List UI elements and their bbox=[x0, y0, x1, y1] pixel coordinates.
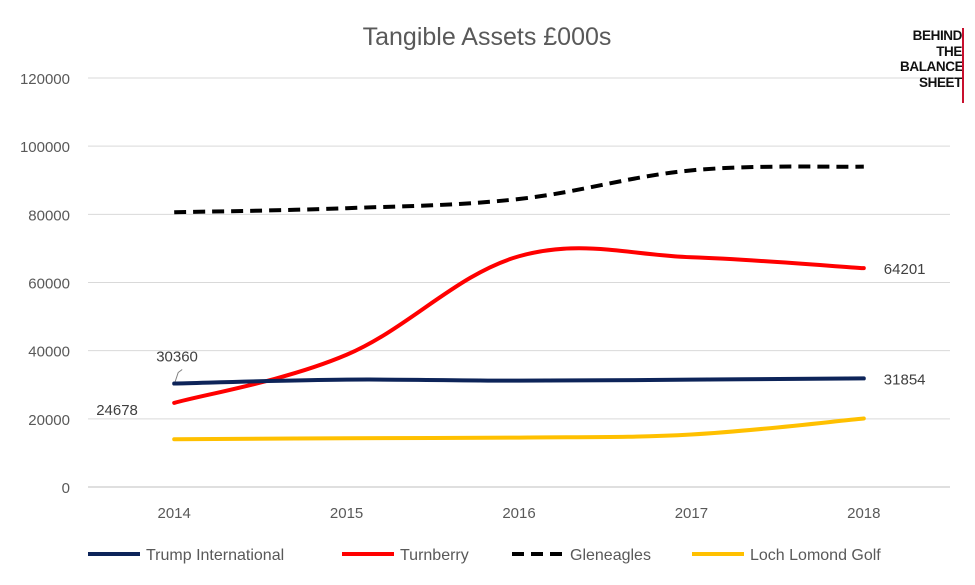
legend-label: Turnberry bbox=[400, 547, 469, 564]
data-label: 64201 bbox=[884, 261, 926, 278]
x-tick-label: 2017 bbox=[675, 505, 708, 522]
series-line-trump-international bbox=[172, 376, 866, 386]
behind-the-balance-sheet-logo: BEHIND THE BALANCE SHEET bbox=[900, 28, 966, 104]
data-label-leader-line bbox=[174, 369, 183, 382]
data-label: 24678 bbox=[96, 402, 138, 419]
data-label: 31854 bbox=[884, 371, 926, 388]
y-tick-label: 120000 bbox=[20, 71, 70, 88]
y-tick-label: 40000 bbox=[28, 344, 70, 361]
x-tick-label: 2016 bbox=[502, 505, 535, 522]
legend-label: Loch Lomond Golf bbox=[750, 547, 881, 564]
y-tick-label: 60000 bbox=[28, 276, 70, 293]
series-line-loch-lomond-golf bbox=[172, 416, 866, 442]
y-tick-label: 100000 bbox=[20, 139, 70, 156]
y-tick-label: 80000 bbox=[28, 207, 70, 224]
series-line-turnberry bbox=[172, 246, 866, 405]
y-tick-label: 0 bbox=[62, 480, 70, 497]
series-line-gleneagles bbox=[174, 164, 864, 215]
x-tick-label: 2014 bbox=[158, 505, 191, 522]
x-tick-label: 2018 bbox=[847, 505, 880, 522]
logo-accent-bar bbox=[962, 28, 964, 103]
logo-line: THE bbox=[936, 43, 962, 59]
x-tick-label: 2015 bbox=[330, 505, 363, 522]
y-tick-label: 20000 bbox=[28, 412, 70, 429]
logo-line: SHEET bbox=[918, 74, 962, 90]
logo-line: BEHIND bbox=[912, 28, 962, 43]
data-label: 30360 bbox=[156, 349, 198, 366]
legend-label: Trump International bbox=[146, 547, 284, 564]
legend-label: Gleneagles bbox=[570, 547, 651, 564]
logo-line: BALANCE bbox=[900, 59, 962, 74]
chart-title: Tangible Assets £000s bbox=[363, 23, 612, 51]
